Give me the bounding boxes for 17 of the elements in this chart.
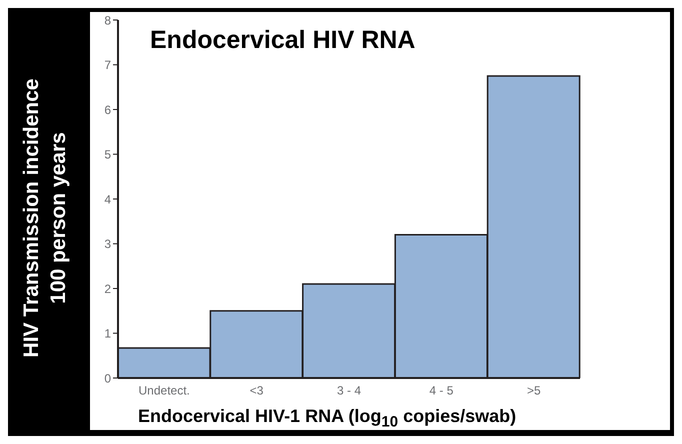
y-tick-label: 6 xyxy=(104,102,112,117)
y-tick-label: 0 xyxy=(104,371,112,386)
y-tick-label: 7 xyxy=(104,58,112,72)
x-tick-label: 3 - 4 xyxy=(336,384,362,398)
x-tick-label: 4 - 5 xyxy=(429,384,454,398)
y-tick-label: 1 xyxy=(104,326,112,341)
x-tick-label: >5 xyxy=(526,384,541,398)
y-tick-label: 4 xyxy=(104,192,112,206)
x-tick-label: <3 xyxy=(250,384,264,398)
chart-title: Endocervical HIV RNA xyxy=(150,26,416,55)
y-tick-label: 3 xyxy=(104,237,112,252)
x-tick-label: Undetect. xyxy=(138,384,190,398)
y-tick-label: 5 xyxy=(104,148,112,162)
y-tick-label: 2 xyxy=(104,282,112,296)
x-axis-title: Endocervical HIV-1 RNA (log$_{10}$ copies/swab) xyxy=(138,406,516,431)
y-tick-label: 8 xyxy=(104,13,112,28)
y-axis-title: HIV Transmission incidence 100 person years xyxy=(19,78,71,360)
